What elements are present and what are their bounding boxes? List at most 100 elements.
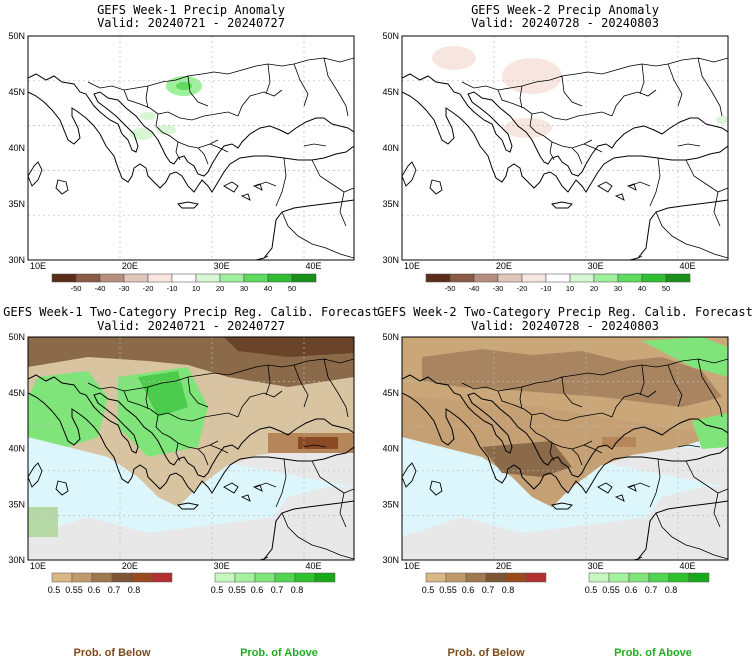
colorbar-cell: [425, 572, 447, 583]
longitude-label: 20E: [496, 561, 512, 571]
above-colorbar: 0.5 0.55 0.6 0.7 0.8: [585, 572, 710, 595]
colorbar-tick-label: 0.6: [251, 585, 264, 595]
colorbar-tick-label: 30: [614, 284, 622, 293]
latitude-label: 40N: [8, 444, 25, 454]
above-colorbar: 0.5 0.55 0.6 0.7 0.8: [211, 572, 336, 595]
wet-anomaly-core: [176, 82, 192, 90]
colorbar-cell: [465, 572, 487, 583]
colorbar-cell: [214, 572, 236, 583]
colorbar-tick-label: 10: [192, 284, 200, 293]
panel-valid-dates: Valid: 20240721 - 20240727: [97, 16, 285, 30]
panel-title: GEFS Week-1 Two-Category Precip Reg. Cal…: [3, 305, 379, 319]
colorbar-cell: [267, 273, 293, 283]
colorbar-cell: [473, 273, 499, 283]
wet-anomaly-region: [156, 125, 176, 135]
longitude-label: 10E: [404, 561, 420, 571]
dry-anomaly-region: [502, 58, 562, 94]
colorbar-cell: [234, 572, 256, 583]
colorbar-cell: [569, 273, 595, 283]
colorbar-tick-label: -20: [143, 284, 154, 293]
below-normal-core: [482, 441, 572, 477]
above-normal-core: [138, 371, 188, 417]
longitude-label: 40E: [679, 561, 695, 571]
below-normal-region: [602, 437, 636, 447]
below-normal-region: [422, 349, 722, 407]
wet-anomaly-region: [716, 116, 728, 124]
latitude-label: 40N: [382, 444, 399, 454]
colorbar-cell: [525, 572, 547, 583]
longitude-label: 30E: [214, 261, 230, 271]
colorbar-tick-label: 0.55: [228, 585, 246, 595]
latitude-label: 45N: [382, 87, 399, 97]
colorbar-cell: [71, 572, 93, 583]
latitude-label: 50N: [8, 332, 25, 342]
colorbar-cell: [195, 273, 221, 283]
colorbar-cell: [688, 572, 710, 583]
colorbar-cell: [668, 572, 690, 583]
colorbar-tick-label: -50: [445, 284, 456, 293]
above-normal-region: [692, 413, 728, 449]
colorbar-tick-label: 0.5: [48, 585, 61, 595]
dry-anomaly-region: [432, 46, 476, 70]
longitude-label: 20E: [122, 261, 138, 271]
panel-valid-dates: Valid: 20240721 - 20240727: [97, 319, 285, 333]
colorbar-tick-label: 0.8: [128, 585, 141, 595]
colorbar-tick-label: -50: [71, 284, 82, 293]
above-normal-region: [28, 371, 108, 447]
above-normal-label: Prob. of Above: [614, 647, 692, 659]
colorbar-tick-label: 50: [662, 284, 670, 293]
longitude-label: 20E: [496, 261, 512, 271]
colorbar-tick-label: 30: [240, 284, 248, 293]
colorbar-tick-label: -30: [119, 284, 130, 293]
colorbar-cell: [521, 273, 547, 283]
colorbar-cell: [274, 572, 296, 583]
colorbar-tick-label: -30: [493, 284, 504, 293]
colorbar-cell: [219, 273, 245, 283]
longitude-label: 30E: [588, 561, 604, 571]
above-normal-region: [642, 337, 728, 377]
colorbar-cell: [123, 273, 149, 283]
colorbar-cell: [91, 572, 113, 583]
map-frame: [27, 35, 355, 261]
colorbar-cell: [111, 572, 133, 583]
wet-anomaly-region: [130, 128, 154, 140]
colorbar-cell: [449, 273, 475, 283]
longitude-label: 20E: [122, 561, 138, 571]
panel-title: GEFS Week-2 Two-Category Precip Reg. Cal…: [377, 305, 752, 319]
colorbar-tick-label: 0.7: [271, 585, 284, 595]
panel-valid-dates: Valid: 20240728 - 20240803: [471, 16, 659, 30]
colorbar-cell: [131, 572, 153, 583]
colorbar-cell: [151, 572, 173, 583]
longitude-label: 30E: [588, 261, 604, 271]
colorbar-cell: [294, 572, 316, 583]
colorbar-tick-label: 0.7: [482, 585, 495, 595]
map-panel-4: GEFS Week-2 Two-Category Precip Reg. Cal…: [377, 305, 752, 571]
latitude-label: 30N: [8, 555, 25, 565]
map-panel-3: GEFS Week-1 Two-Category Precip Reg. Cal…: [3, 305, 379, 571]
colorbar-tick-label: 0.55: [439, 585, 457, 595]
colorbar-cell: [485, 572, 507, 583]
latitude-label: 35N: [382, 499, 399, 509]
colorbar-tick-label: 0.5: [585, 585, 598, 595]
colorbar-cell: [608, 572, 630, 583]
below-colorbar: 0.5 0.55 0.6 0.7 0.8: [48, 572, 173, 595]
colorbar-tick-label: 40: [638, 284, 646, 293]
panel-title: GEFS Week-1 Precip Anomaly: [97, 3, 285, 17]
colorbar-tick-label: 0.6: [462, 585, 475, 595]
colorbar-tick-label: 20: [590, 284, 598, 293]
latitude-label: 35N: [8, 199, 25, 209]
latitude-label: 50N: [382, 31, 399, 41]
above-normal-label: Prob. of Above: [240, 647, 318, 659]
latitude-label: 40N: [382, 143, 399, 153]
colorbar-tick-label: 0.5: [211, 585, 224, 595]
colorbar-cell: [628, 572, 650, 583]
longitude-label: 10E: [30, 561, 46, 571]
colorbar-tick-label: 0.55: [65, 585, 83, 595]
colorbar-cell: [291, 273, 317, 283]
longitude-label: 30E: [214, 561, 230, 571]
colorbar-cell: [617, 273, 643, 283]
map-layers: [28, 36, 354, 260]
panel-valid-dates: Valid: 20240728 - 20240803: [471, 319, 659, 333]
